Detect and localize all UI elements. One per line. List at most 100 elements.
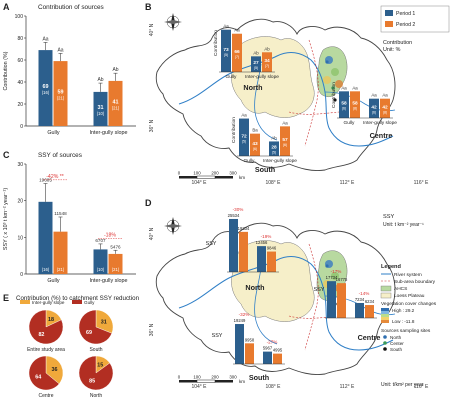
legend-title: Legend — [381, 264, 401, 270]
data-label: 4995 — [273, 348, 283, 353]
category-label: Gully — [344, 120, 356, 126]
bar — [38, 50, 53, 126]
unit-title: Contribution — [383, 40, 412, 46]
sample-count: (7) — [235, 55, 239, 59]
data-label: 43 — [252, 141, 258, 147]
scale-tick: 300 — [229, 375, 237, 380]
y-axis-label: Contribution — [331, 82, 337, 108]
y-tick-label: 0 — [20, 272, 23, 278]
sampling-site — [325, 264, 329, 268]
significance-letter: Aa — [42, 36, 48, 42]
scale-segment — [196, 175, 216, 179]
sample-count: (16) — [42, 90, 50, 95]
chart-e: Inter-gully slope Gully 18 82 Entire study a… — [20, 300, 114, 399]
significance-letter: Ab — [253, 50, 259, 55]
significance-letter: Aa — [382, 93, 388, 98]
legend-label: River system — [394, 272, 422, 278]
category-label: Gully — [226, 74, 238, 80]
legend-label: High : 29.2 — [392, 308, 415, 313]
data-label: 7234 — [355, 297, 365, 302]
bar — [339, 91, 349, 118]
unit-title: SSY — [383, 214, 394, 220]
scale-segment — [179, 176, 197, 179]
chart-a: 0 20 40 60 80 100 Contribution (%) Gully Aa 69(16… — [3, 14, 136, 136]
data-label: 17734 — [326, 275, 338, 280]
data-label: 58 — [341, 101, 347, 107]
pie-slice — [78, 355, 114, 391]
bar — [327, 281, 336, 318]
slice-value: 31 — [101, 320, 107, 326]
change-annotation: -30% — [233, 207, 244, 212]
change-annotation: -32% — [239, 312, 250, 317]
data-label: 69 — [43, 84, 49, 90]
data-label: 66 — [234, 49, 240, 55]
data-label: 59 — [58, 90, 64, 96]
category-label: Gully — [244, 158, 256, 164]
bar — [245, 343, 254, 364]
legend-swatch — [72, 300, 82, 304]
legend-swatch — [20, 300, 30, 304]
panel-e: E Contribution (%) to catchment SSY redu… — [0, 290, 140, 417]
river-branch — [254, 267, 278, 345]
pie-slice — [28, 355, 60, 391]
sample-count: (21) — [112, 105, 120, 110]
bar — [350, 91, 360, 118]
unit-label: Unit: % — [383, 47, 401, 53]
significance-letter: Aa — [57, 47, 63, 53]
longitude-label: 112° E — [340, 180, 355, 186]
compass-needle — [164, 224, 182, 228]
category-label: Inter-gully slope — [363, 120, 397, 126]
unit-label: Unit: t km⁻² year⁻¹ — [383, 222, 424, 228]
category-label: Inter-gully slope — [89, 278, 127, 284]
bar — [251, 56, 261, 72]
significance-letter: Aa — [223, 24, 229, 29]
bar — [257, 246, 266, 272]
latitude-label: 36° N — [149, 119, 155, 132]
panel-letter: A — [3, 2, 10, 12]
vegetation-patch — [323, 76, 331, 84]
scale-segment — [196, 379, 216, 383]
data-label: 19249 — [234, 318, 246, 323]
legend-swatch — [385, 10, 393, 16]
sampling-site — [333, 98, 337, 102]
y-tick-label: 60 — [17, 58, 23, 64]
sub-area-boundary — [304, 39, 319, 147]
bar — [250, 133, 260, 156]
longitude-label: 108° E — [265, 180, 281, 186]
data-label: 57 — [282, 137, 288, 143]
longitude-label: 116° E — [414, 384, 429, 390]
legend-label: South — [390, 347, 402, 352]
significance-letter: Aa — [371, 93, 377, 98]
scale-tick: 200 — [211, 171, 219, 176]
river-main — [178, 256, 394, 351]
scale-tick: 300 — [229, 171, 237, 176]
data-label: 42 — [382, 104, 388, 110]
y-tick-label: 40 — [17, 80, 23, 86]
latitude-label: 40° N — [149, 23, 155, 36]
data-label: 6234 — [365, 299, 375, 304]
panel-letter: B — [145, 2, 152, 12]
data-label: 12456 — [256, 240, 268, 245]
data-label: 73 — [223, 47, 229, 53]
y-tick-label: 10 — [17, 235, 23, 241]
unit-label: Unit: t/km² per year — [381, 382, 424, 388]
significance-letter: Aa — [341, 85, 347, 90]
slice-value: 36 — [51, 367, 57, 373]
bar — [53, 231, 68, 274]
slice-value: 18 — [48, 317, 54, 323]
change-annotation: -17% — [331, 269, 342, 274]
data-label: 58 — [352, 101, 358, 107]
legend-site — [383, 341, 387, 345]
data-label: 31 — [98, 105, 104, 111]
slice-value: 85 — [89, 379, 95, 385]
region-label: North — [243, 83, 262, 92]
significance-letter: Ba — [252, 128, 258, 133]
bar — [221, 29, 231, 72]
legend-label: Sources sampling sites — [381, 328, 431, 334]
data-label: 25534 — [228, 213, 240, 218]
significance-letter: Aa — [352, 85, 358, 90]
y-tick-label: 20 — [17, 199, 23, 205]
vegetation-patch — [331, 272, 339, 280]
legend-label: Period 2 — [396, 22, 415, 28]
gradient-step — [381, 308, 389, 311]
